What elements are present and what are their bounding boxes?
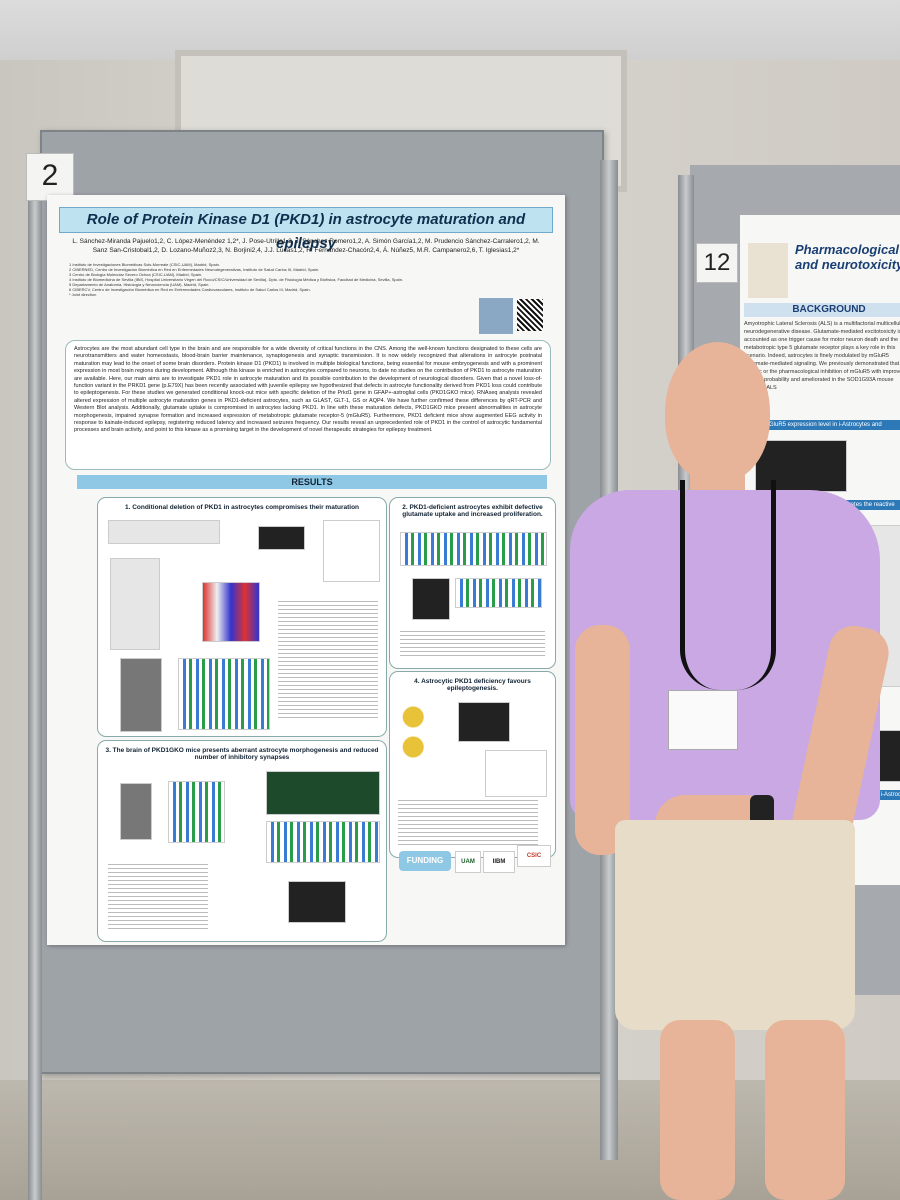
affiliation: 1 Instituto de Investigaciones Biomédica… [69, 262, 220, 267]
board-number-card-right: 12 [696, 243, 738, 283]
poster-right-title-line2: and neurotoxicity [795, 257, 900, 272]
panel-3-title: 3. The brain of PKD1GKO mice presents ab… [105, 747, 379, 761]
panel-3-bar-charts-2 [266, 821, 380, 863]
person-left-arm [575, 625, 630, 855]
funding-label: FUNDING [399, 851, 451, 871]
poster-right-title: Pharmacological and neurotoxicity [795, 242, 900, 272]
panel-1-title: 1. Conditional deletion of PKD1 in astro… [124, 504, 360, 511]
person-shorts [615, 820, 855, 1030]
panel-1-caption [278, 598, 378, 718]
panel-3-caption [108, 861, 208, 931]
results-panel-3: 3. The brain of PKD1GKO mice presents ab… [97, 740, 387, 942]
panel-1-volcano-plot [323, 520, 380, 582]
poster-affiliations: 1 Instituto de Investigaciones Biomédica… [69, 262, 469, 297]
panel-4-venn-diagrams [402, 702, 430, 762]
poster-title: Role of Protein Kinase D1 (PKD1) in astr… [59, 207, 553, 252]
board-pole-left [28, 160, 42, 1200]
affiliation: * Joint direction [69, 292, 97, 297]
poster-main: Role of Protein Kinase D1 (PKD1) in astr… [47, 195, 565, 945]
board-number-card: 2 [26, 153, 74, 201]
panel-2-title: 2. PKD1-deficient astrocytes exhibit def… [402, 504, 543, 518]
panel-1-schematic [108, 520, 220, 544]
affiliation: 6 CIBERCV, Centro de Investigación Biomé… [69, 287, 311, 292]
poster-right-logos [748, 243, 788, 298]
poster-right-band-1: mGluR5 expression level in i-Astrocytes … [760, 420, 900, 430]
qr-code [517, 299, 543, 331]
poster-right-title-line1: Pharmacological [795, 242, 900, 257]
person-left-leg [660, 1020, 735, 1200]
lanyard [680, 480, 776, 690]
panel-2-caption [400, 628, 545, 658]
affiliation: 3 Centro de Biología Molecular Severo Oc… [69, 272, 203, 277]
poster-authors: L. Sánchez-Miranda Pajuelo1,2, C. López-… [57, 237, 555, 255]
logo-csic: CSIC [517, 845, 551, 867]
poster-authors-line1: L. Sánchez-Miranda Pajuelo1,2, C. López-… [72, 238, 540, 245]
results-header: RESULTS [77, 475, 547, 489]
panel-1-western-blot [258, 526, 305, 550]
panel-1-bar-charts [178, 658, 270, 730]
panel-2-bar-charts-2 [455, 578, 542, 608]
panel-3-microscopy-2 [288, 881, 346, 923]
results-panel-2: 2. PKD1-deficient astrocytes exhibit def… [389, 497, 556, 669]
panel-2-microscopy [412, 578, 450, 620]
presenter-photo [479, 298, 513, 334]
panel-4-microscopy [458, 702, 510, 742]
logo-uam: UAM [455, 851, 481, 873]
floor [0, 1080, 900, 1200]
panel-4-eeg-traces [485, 750, 547, 797]
person [560, 340, 900, 1200]
panel-1-gsea-plots [110, 558, 160, 650]
poster-right-background-heading: BACKGROUND [744, 303, 900, 317]
panel-1-blots [120, 658, 162, 732]
person-right-leg [765, 1020, 845, 1200]
affiliation: 5 Departamento de Anatomía, Histología y… [69, 282, 210, 287]
name-badge [668, 690, 738, 750]
panel-4-caption [398, 797, 538, 847]
results-panel-1: 1. Conditional deletion of PKD1 in astro… [97, 497, 387, 737]
person-head [665, 342, 770, 482]
logo-iibm: IIBM [483, 851, 515, 873]
affiliation: 2 CIBERNED, Centro de Investigación Biom… [69, 267, 320, 272]
panel-4-title: 4. Astrocytic PKD1 deficiency favours ep… [414, 678, 531, 692]
panel-3-microscopy-grid [266, 771, 380, 815]
poster-authors-line2: Sanz San-Cristobal1,2, D. Lozano-Muñoz2,… [92, 247, 520, 254]
results-panel-4: 4. Astrocytic PKD1 deficiency favours ep… [389, 671, 556, 858]
panel-3-bar-charts [168, 781, 225, 843]
panel-1-heatmap [202, 582, 260, 642]
panel-3-blots [120, 783, 152, 840]
poster-abstract: Astrocytes are the most abundant cell ty… [65, 340, 551, 470]
affiliation: 4 Instituto de Biomedicina de Sevilla (I… [69, 277, 404, 282]
panel-2-bar-charts [400, 532, 547, 566]
